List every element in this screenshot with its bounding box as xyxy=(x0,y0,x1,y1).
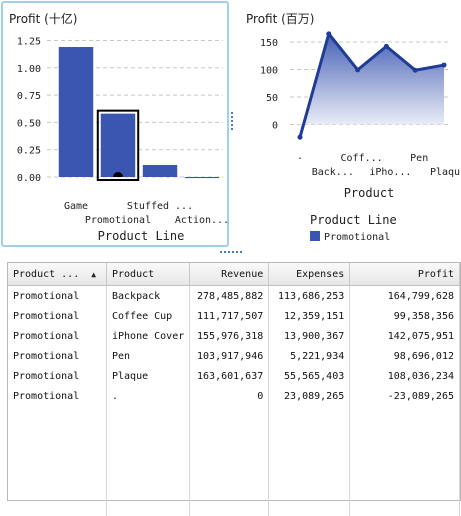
table-cell: Coffee Cup xyxy=(106,306,191,326)
table-cell: 278,485,882 xyxy=(189,285,270,306)
bar-chart-title: Profit (十亿) xyxy=(9,12,78,26)
table-cell: 13,900,367 xyxy=(268,326,351,346)
series-line-promotional xyxy=(298,32,445,138)
data-point xyxy=(383,43,389,49)
table-row[interactable]: Promotional. 0 23,089,265 -23,089,265 xyxy=(8,386,460,406)
area-chart: 150 100 50 0. Back... Coff... iPho... PenPlaque… xyxy=(260,31,460,243)
y-tick-label: 0.00 xyxy=(17,173,41,184)
table-cell: 111,717,507 xyxy=(189,306,270,326)
table-empty-area xyxy=(8,406,460,516)
x-tick-label: iPho... xyxy=(369,167,411,178)
table-row[interactable]: Promotional Pen 103,917,946 5,221,934 98,696… xyxy=(8,346,460,366)
y-tick-label: 1.25 xyxy=(17,36,41,47)
x-tick-label: Back... xyxy=(312,167,354,178)
y-tick-label: 0.75 xyxy=(17,91,41,102)
vertical-splitter[interactable] xyxy=(231,112,234,136)
bar-game[interactable] xyxy=(58,47,94,178)
table-cell: Promotional xyxy=(8,366,107,386)
table-cell: 164,799,628 xyxy=(349,285,460,306)
x-tick-label: Game xyxy=(64,201,88,212)
column-header-product-line[interactable]: Product ... ▲ xyxy=(8,263,107,286)
table-cell: 113,686,253 xyxy=(268,285,351,306)
data-point xyxy=(412,67,418,73)
table-cell: . xyxy=(106,386,191,406)
x-tick-label: Pen xyxy=(410,153,428,164)
table-cell: 5,221,934 xyxy=(268,346,351,366)
data-point xyxy=(441,62,447,68)
y-tick-label: 0.50 xyxy=(17,118,41,129)
y-tick-label: 0.25 xyxy=(17,146,41,157)
legend-item-label: Promotional xyxy=(324,232,390,243)
column-header-expenses[interactable]: Expenses xyxy=(268,263,351,286)
area-fill-promotional xyxy=(300,33,444,138)
horizontal-splitter[interactable] xyxy=(220,251,244,254)
y-tick-label: 150 xyxy=(260,38,278,49)
x-axis-title: Product Line xyxy=(98,229,185,243)
table-cell: 12,359,151 xyxy=(268,306,351,326)
table-cell: Promotional xyxy=(8,326,107,346)
y-tick-label: 0 xyxy=(272,121,278,132)
area-chart-panel[interactable]: Profit (百万) 150 100 50 0. Back... Coff... iPho… xyxy=(236,1,460,247)
table-cell: Promotional xyxy=(8,346,107,366)
column-header-revenue[interactable]: Revenue xyxy=(189,263,270,286)
y-tick-label: 1.00 xyxy=(17,64,41,75)
y-tick-label: 100 xyxy=(260,66,278,77)
bar-stuffed[interactable] xyxy=(142,164,178,177)
bar-promotional[interactable] xyxy=(100,113,136,177)
table-row[interactable]: Promotional iPhone Cover 155,976,318 13,900… xyxy=(8,326,460,346)
column-header-label: Product ... xyxy=(13,268,80,280)
table-cell: 108,036,234 xyxy=(349,366,460,386)
table-cell: 142,075,951 xyxy=(349,326,460,346)
table-cell: Backpack xyxy=(106,285,191,306)
legend-swatch xyxy=(310,231,320,241)
table-cell: 0 xyxy=(189,386,270,406)
data-point xyxy=(355,67,361,73)
y-tick-label: 50 xyxy=(266,93,278,104)
selection-outline xyxy=(96,109,140,181)
x-tick-label: Stuffed ... xyxy=(127,201,193,212)
bar-chart: 1.25 1.00 0.75 0.50 0.25 0.00 Game Promotional S… xyxy=(17,36,227,243)
table-cell: 103,917,946 xyxy=(189,346,270,366)
sort-ascending-icon[interactable]: ▲ xyxy=(91,269,97,279)
bar-action[interactable] xyxy=(184,177,220,179)
column-header-profit[interactable]: Profit xyxy=(349,263,460,286)
table-cell: Promotional xyxy=(8,285,107,306)
table-cell: -23,089,265 xyxy=(349,386,460,406)
x-tick-label: Promotional xyxy=(85,215,151,226)
legend-title: Product Line xyxy=(310,213,397,227)
table-cell: iPhone Cover xyxy=(106,326,191,346)
table-cell: 163,601,637 xyxy=(189,366,270,386)
table-cell: Promotional xyxy=(8,306,107,326)
table-cell: 98,696,012 xyxy=(349,346,460,366)
x-axis-title: Product xyxy=(344,186,395,200)
area-chart-title: Profit (百万) xyxy=(246,12,315,26)
table-cell: 55,565,403 xyxy=(268,366,351,386)
table-cell: Promotional xyxy=(8,386,107,406)
table-cell: Pen xyxy=(106,346,191,366)
table-row[interactable]: Promotional Coffee Cup 111,717,507 12,359,1… xyxy=(8,306,460,326)
x-tick-label: Plaque xyxy=(430,167,460,178)
data-point xyxy=(297,134,303,140)
x-tick-label: . xyxy=(297,151,303,162)
table-header-row: Product ... ▲ Product Revenue Expenses Pr… xyxy=(8,263,460,286)
selection-marker-icon xyxy=(113,172,123,177)
x-tick-label: Action... xyxy=(175,215,227,226)
table-cell: 155,976,318 xyxy=(189,326,270,346)
data-point xyxy=(326,31,332,37)
data-table: Product ... ▲ Product Revenue Expenses Pr… xyxy=(7,262,461,516)
column-header-product[interactable]: Product xyxy=(106,263,191,286)
table-cell: 99,358,356 xyxy=(349,306,460,326)
bar-chart-panel[interactable]: Profit (十亿) 1.25 1.00 0.75 0.50 0.25 0.00 Game… xyxy=(1,1,229,247)
table-cell: Plaque xyxy=(106,366,191,386)
table-row[interactable]: Promotional Plaque 163,601,637 55,565,403 10… xyxy=(8,366,460,386)
table-cell: 23,089,265 xyxy=(268,386,351,406)
x-tick-label: Coff... xyxy=(341,153,383,164)
table-row[interactable]: Promotional Backpack 278,485,882 113,686,25… xyxy=(8,285,460,306)
